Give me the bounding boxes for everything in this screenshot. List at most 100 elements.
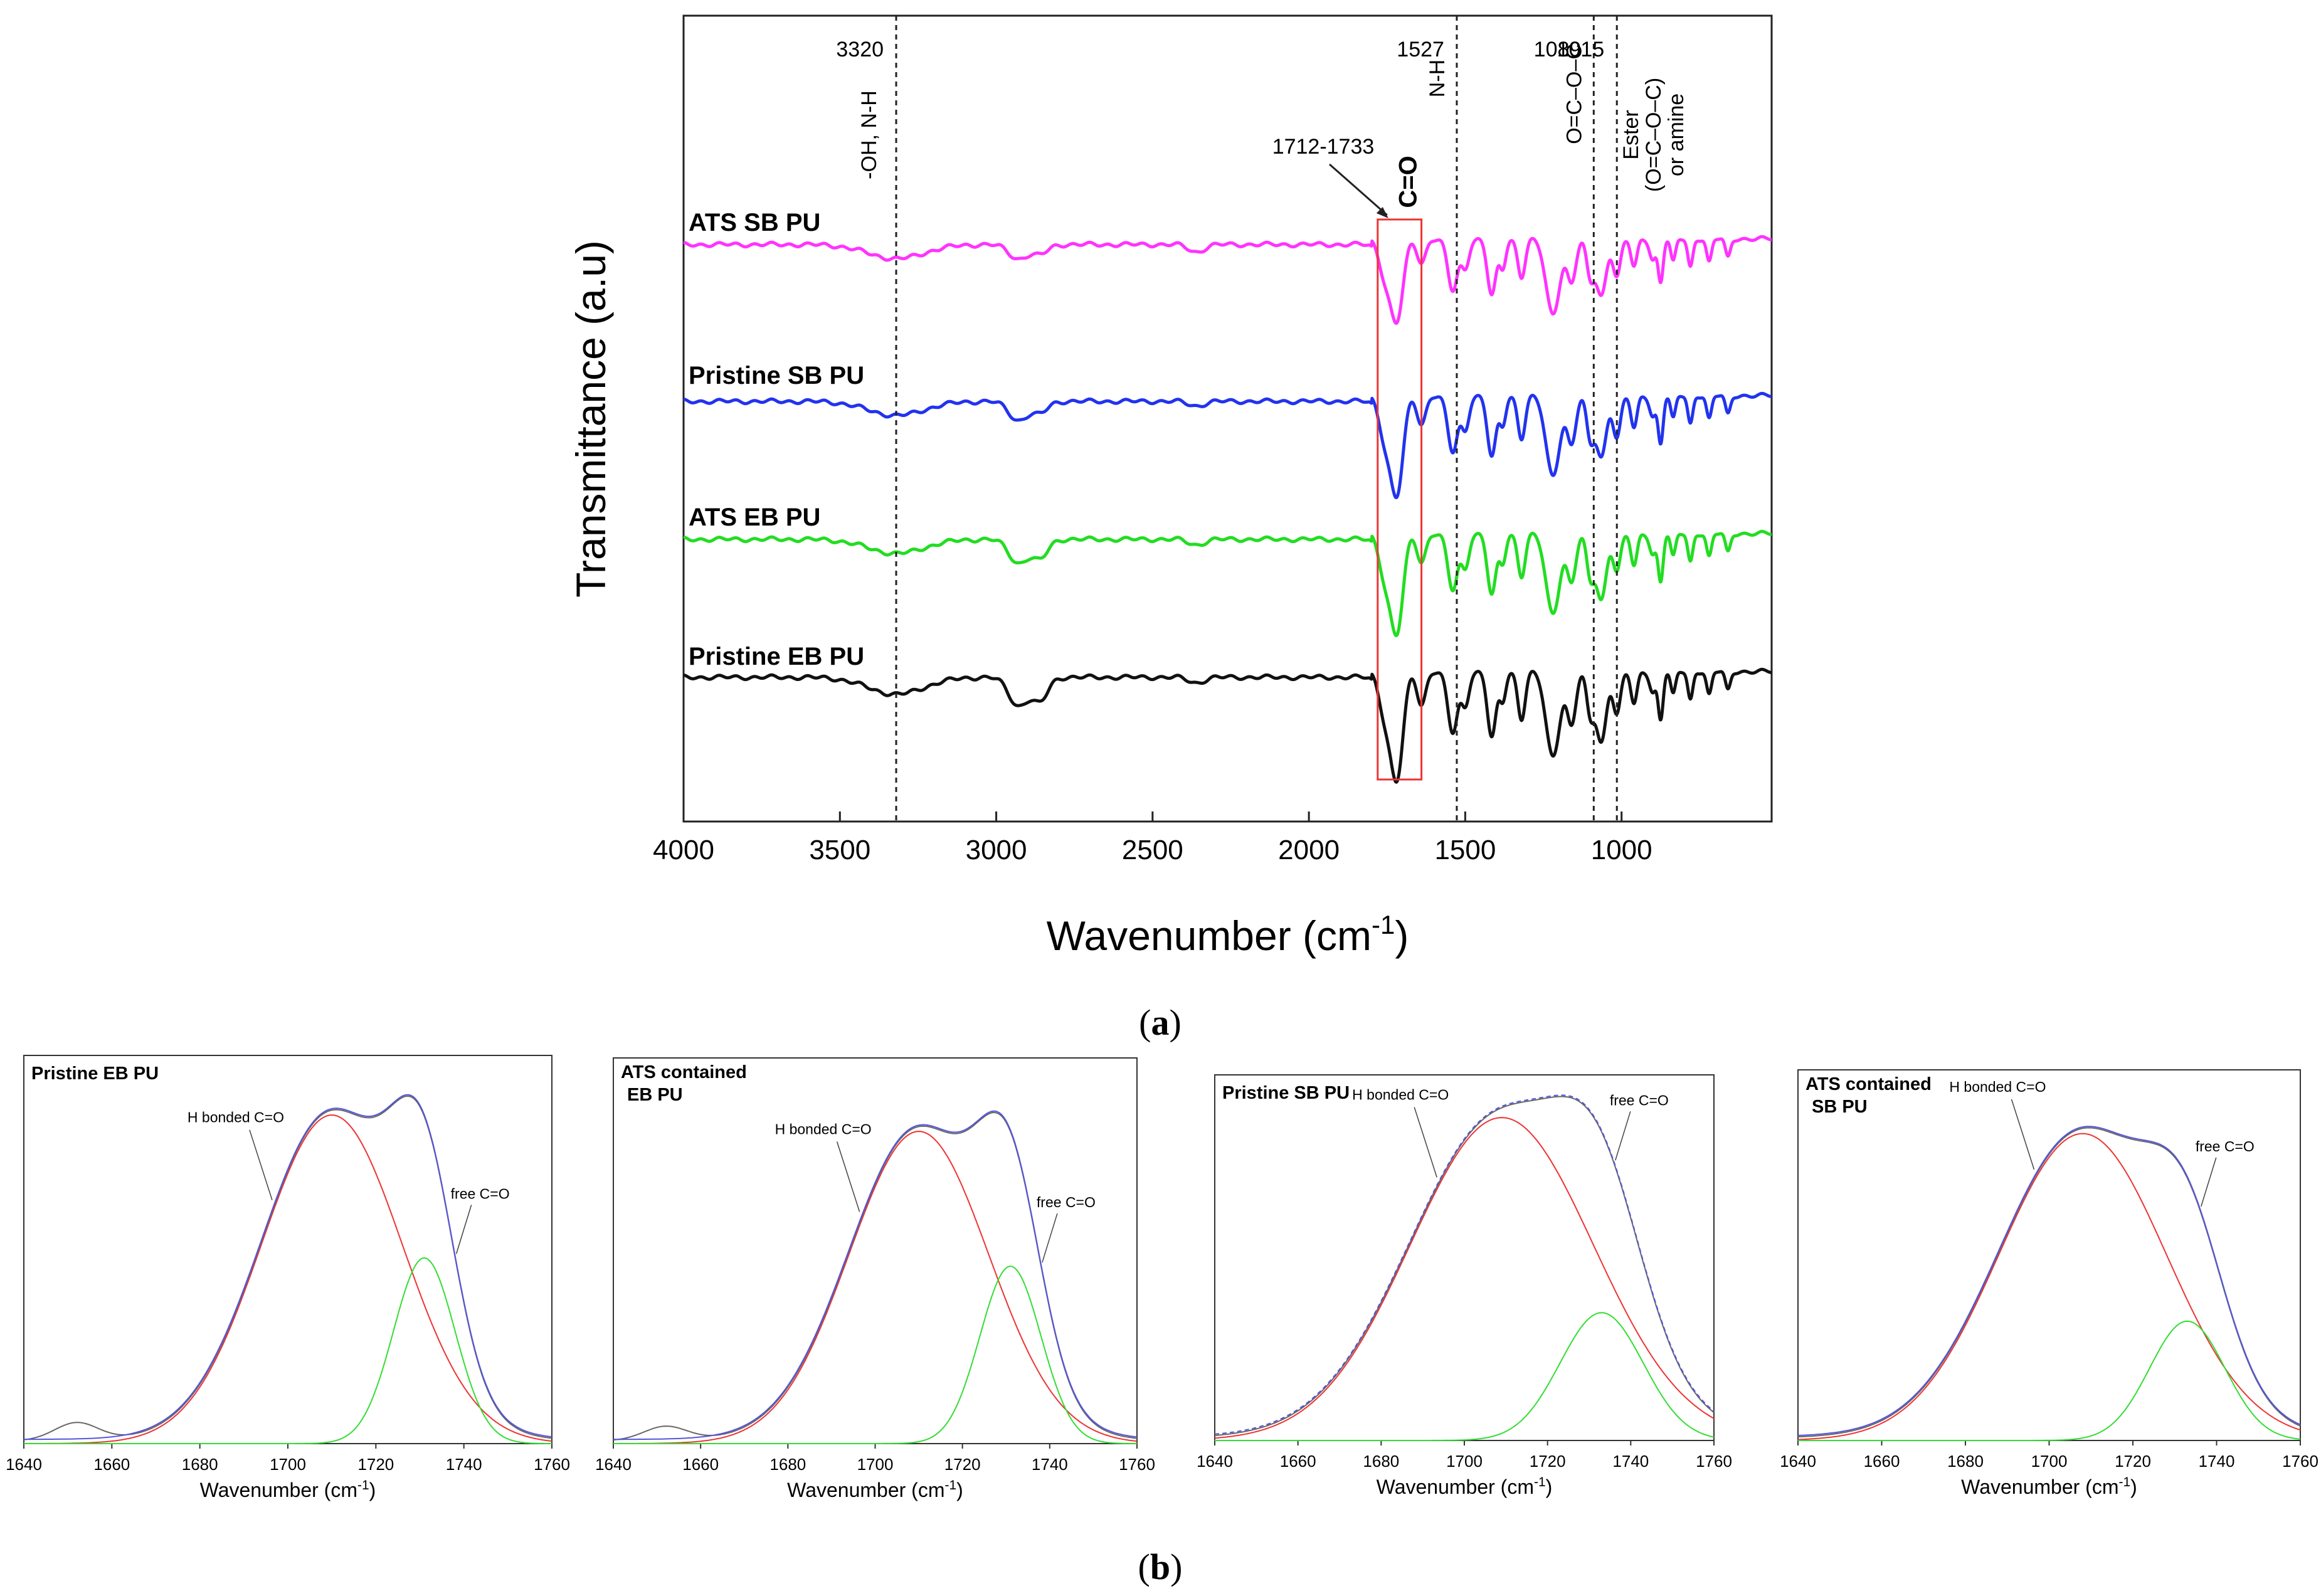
component-curve-h-bonded — [1797, 1133, 2301, 1440]
x-axis-title-close: ) — [1546, 1476, 1553, 1498]
measured-curve — [1214, 1096, 1715, 1436]
deconvolution-chart-pristine-eb: 1640 1660 1680 1700 1720 1740 1760 Wavenumber (… — [6, 1055, 570, 1501]
x-axis-title-close: ) — [1395, 912, 1409, 959]
x-tick-label: 1640 — [595, 1455, 632, 1474]
series-label: ATS EB PU — [689, 504, 820, 531]
annotation-free: free C=O — [451, 1185, 510, 1202]
component-curve-free — [613, 1266, 1137, 1444]
subplot-frame — [613, 1057, 1138, 1444]
x-tick-label: 1740 — [1032, 1455, 1068, 1474]
annotation-h-bonded: H bonded C=O — [775, 1121, 872, 1137]
x-tick-label: 1720 — [357, 1455, 394, 1474]
x-tick-label: 1700 — [857, 1455, 894, 1474]
guide-line-value: 3320 — [836, 38, 884, 61]
x-axis-title-base: Wavenumber (cm — [1377, 1476, 1534, 1498]
annotation-arrow — [2201, 1157, 2217, 1207]
spectrum-line — [682, 529, 1773, 637]
guide-line-desc: (O=C–O–C) — [1642, 78, 1666, 192]
x-axis-title: Wavenumber (cm-1) — [1047, 910, 1409, 959]
ftir-main-chart: 4000 3500 3000 2500 2000 1500 1000 Wavenumber (… — [568, 14, 1773, 959]
component-curve-free — [1215, 1312, 1715, 1441]
x-axis-title: Wavenumber (cm-1) — [200, 1478, 376, 1501]
y-axis-title: Transmittance (a.u) — [568, 240, 614, 598]
x-tick-label: 1740 — [446, 1455, 482, 1474]
x-axis-title: Wavenumber (cm-1) — [1377, 1475, 1553, 1498]
component-curve-h-bonded — [1214, 1117, 1715, 1439]
guide-line-desc: O=C–O–C — [1562, 44, 1586, 144]
annotation-arrow — [2011, 1099, 2035, 1170]
subplot-frame — [1214, 1074, 1715, 1441]
panel-b-label: (b) — [1138, 1546, 1183, 1587]
annotation-h-bonded: H bonded C=O — [1352, 1086, 1449, 1102]
x-axis-title: Wavenumber (cm-1) — [1961, 1475, 2137, 1498]
subplot-title-line: ATS contained — [1806, 1074, 1932, 1094]
spectrum-line — [682, 667, 1773, 784]
highlight-box — [1377, 218, 1423, 781]
annotation-arrow — [836, 1141, 860, 1212]
series-label: ATS SB PU — [689, 209, 820, 236]
x-tick-label: 1760 — [1119, 1455, 1155, 1474]
guide-line-desc: or amine — [1664, 93, 1688, 176]
component-curve-free — [1798, 1320, 2301, 1441]
x-tick-label: 1680 — [182, 1455, 218, 1474]
x-tick-label: 1500 — [1434, 835, 1496, 865]
deconvolution-chart-pristine-sb: 1640 1660 1680 1700 1720 1740 1760 Wavenumber (… — [1197, 1074, 1732, 1498]
guide-line-desc: Ester — [1619, 110, 1643, 159]
x-axis-title-close: ) — [956, 1479, 963, 1501]
guide-line-value: 1089 — [1534, 38, 1582, 61]
fitted-envelope — [613, 1110, 1138, 1440]
x-tick-label: 3000 — [966, 835, 1027, 865]
x-axis-title-sup: -1 — [944, 1478, 956, 1493]
x-axis-title-close: ) — [369, 1479, 376, 1501]
highlight-range-label: 1712-1733 — [1272, 135, 1375, 159]
x-tick-label: 1660 — [1864, 1452, 1900, 1471]
x-tick-label: 1680 — [1947, 1452, 1984, 1471]
x-axis-title-sup: -1 — [1372, 910, 1395, 939]
x-tick-label: 1640 — [1197, 1452, 1233, 1471]
highlight-arrow — [1329, 163, 1388, 216]
highlight-label: C=O — [1395, 156, 1422, 208]
x-axis-title-base: Wavenumber (cm — [787, 1479, 944, 1501]
subplot-title-line: EB PU — [627, 1085, 683, 1105]
annotation-arrow — [1414, 1107, 1437, 1178]
annotation-arrow — [455, 1205, 472, 1254]
spectrum-line — [682, 391, 1773, 499]
x-tick-label: 1760 — [534, 1455, 570, 1474]
x-tick-label: 1640 — [6, 1455, 42, 1474]
x-tick-label: 4000 — [653, 835, 714, 865]
spectrum-line — [682, 235, 1773, 325]
annotation-free: free C=O — [2196, 1138, 2255, 1155]
x-tick-label: 1700 — [2031, 1452, 2068, 1471]
x-tick-label: 1740 — [2199, 1452, 2235, 1471]
x-axis-title-base: Wavenumber (cm — [1047, 912, 1372, 959]
x-tick-label: 1000 — [1591, 835, 1652, 865]
subplot-title: Pristine SB PU — [1222, 1083, 1350, 1103]
x-axis-title: Wavenumber (cm-1) — [787, 1478, 963, 1501]
x-axis-title-base: Wavenumber (cm — [1961, 1476, 2118, 1498]
x-axis-title-sup: -1 — [2118, 1475, 2130, 1489]
x-tick-label: 1760 — [1696, 1452, 1732, 1471]
measured-curve — [1797, 1127, 2301, 1438]
series-label: Pristine SB PU — [689, 362, 864, 389]
subplot-frame — [1797, 1069, 2301, 1441]
deconvolution-chart-ats-eb: 1640 1660 1680 1700 1720 1740 1760 Wavenumber (… — [595, 1057, 1155, 1501]
component-curve-free — [24, 1257, 552, 1444]
annotation-arrow — [1042, 1213, 1058, 1263]
x-tick-label: 1740 — [1612, 1452, 1649, 1471]
annotation-arrow — [249, 1129, 273, 1200]
component-curve-h-bonded — [613, 1131, 1138, 1444]
subplot-frame — [23, 1055, 552, 1444]
component-curve-h-bonded — [24, 1114, 552, 1444]
highlight-arrowhead — [1376, 207, 1388, 218]
x-tick-label: 2500 — [1122, 835, 1183, 865]
guide-line-desc: -OH, N-H — [857, 90, 881, 179]
subplot-title-line: ATS contained — [621, 1062, 747, 1082]
x-axis-title-sup: -1 — [357, 1478, 369, 1493]
x-tick-label: 1720 — [944, 1455, 981, 1474]
x-tick-label: 1660 — [682, 1455, 719, 1474]
x-tick-label: 1720 — [2115, 1452, 2151, 1471]
guide-line-desc: N-H — [1425, 60, 1449, 97]
x-tick-label: 2000 — [1278, 835, 1340, 865]
panel-a-label: (a) — [1139, 1002, 1182, 1043]
